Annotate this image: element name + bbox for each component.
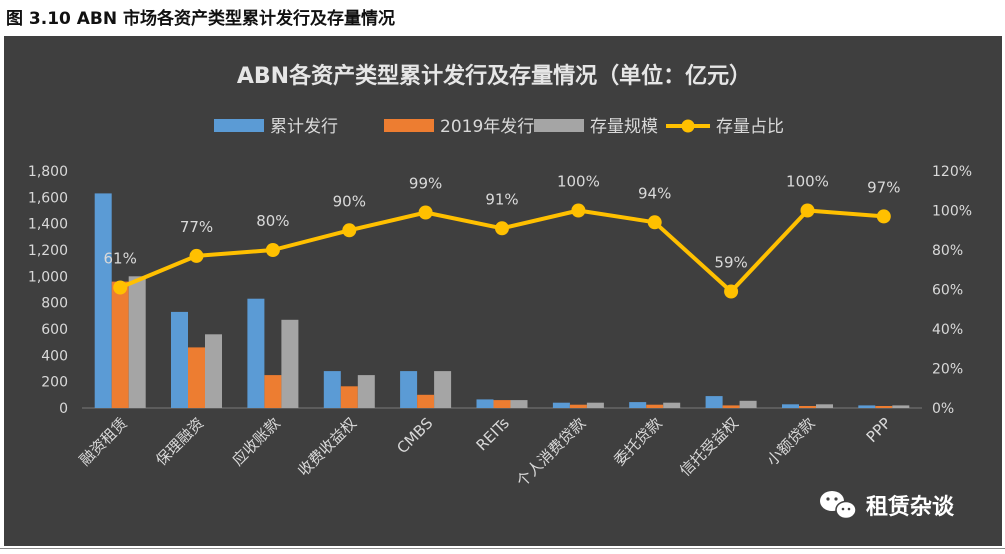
y-left-tick-label: 1,000 (28, 269, 68, 285)
bar-1 (858, 405, 876, 408)
line-data-label: 59% (714, 254, 747, 272)
line-data-label: 91% (485, 190, 518, 208)
line-point (189, 248, 204, 263)
bar-1 (705, 396, 723, 408)
line-data-label: 94% (638, 184, 671, 202)
bar-3 (128, 276, 146, 408)
legend-item: 存量规模 (534, 117, 658, 137)
bar-2 (264, 375, 282, 408)
chart-background (4, 36, 1002, 546)
line-point (876, 209, 891, 224)
y-right-axis: 0% 20% 40% 60% 80% 100% 120% (932, 164, 972, 417)
figure-caption: 图 3.10 ABN 市场各资产类型累计发行及存量情况 (6, 9, 396, 29)
y-left-tick-label: 600 (41, 322, 68, 338)
bar-2 (875, 406, 893, 408)
y-right-tick-label: 80% (932, 243, 963, 259)
bar-3 (205, 334, 222, 408)
y-right-tick-label: 60% (932, 283, 963, 299)
y-right-tick-label: 20% (932, 362, 963, 378)
y-left-tick-label: 200 (41, 375, 68, 391)
line-point (495, 221, 509, 236)
y-left-tick-label: 400 (41, 348, 68, 364)
watermark: 租赁杂谈 (820, 491, 955, 520)
y-left-tick-label: 800 (41, 296, 68, 312)
y-right-tick-label: 0% (932, 401, 954, 417)
line-data-label: 61% (104, 250, 137, 268)
wechat-icon (820, 491, 857, 520)
bar-3 (892, 405, 910, 408)
line-point (724, 284, 739, 299)
legend-swatch (214, 119, 264, 132)
y-right-tick-label: 120% (932, 164, 972, 180)
bar-3 (739, 400, 757, 408)
legend-swatch (534, 119, 584, 132)
line-point (418, 205, 433, 220)
legend-marker (681, 119, 695, 133)
bar-3 (281, 319, 299, 408)
y-left-tick-label: 1,600 (28, 190, 68, 206)
legend: 累计发行 2019年发行 存量规模 存量占比 (214, 117, 784, 137)
bottom-rule (0, 548, 1005, 549)
y-left-tick-label: 1,200 (28, 243, 68, 259)
line-data-label: 77% (180, 218, 213, 236)
bar-1 (552, 402, 570, 408)
bar-1 (247, 298, 265, 408)
bar-2 (111, 281, 129, 408)
bar-3 (816, 404, 833, 408)
line-data-label: 100% (786, 173, 829, 191)
line-point (800, 203, 815, 218)
bar-1 (782, 404, 799, 408)
bar-1 (476, 399, 494, 408)
bar-1 (323, 371, 341, 408)
bar-2 (493, 400, 511, 408)
bar-1 (171, 311, 188, 408)
chart-area: ABN各资产类型累计发行及存量情况（单位：亿元） 累计发行 2019年发行 存量规模… (4, 36, 1002, 546)
bar-1 (629, 402, 647, 408)
bar-2 (340, 386, 358, 408)
bar-3 (586, 402, 604, 408)
line-data-label: 80% (256, 212, 289, 230)
line-data-label: 99% (409, 175, 442, 193)
legend-item: 2019年发行 (384, 117, 534, 137)
bar-2 (722, 405, 740, 408)
y-left-tick-label: 1,400 (28, 217, 68, 233)
bar-3 (357, 375, 375, 408)
line-point (113, 280, 128, 295)
bar-2 (417, 394, 435, 408)
watermark-text: 租赁杂谈 (866, 495, 955, 520)
line-data-label: 90% (333, 192, 366, 210)
bar-3 (434, 371, 452, 408)
chart-svg: ABN各资产类型累计发行及存量情况（单位：亿元） 累计发行 2019年发行 存量规模… (4, 36, 1002, 546)
y-left-tick-label: 1,800 (28, 164, 68, 180)
chart-title: ABN各资产类型累计发行及存量情况（单位：亿元） (237, 63, 751, 89)
line-point (265, 243, 280, 257)
legend-item: 累计发行 (214, 117, 338, 137)
line-data-label: 100% (557, 173, 600, 191)
bar-3 (663, 402, 681, 408)
bars (94, 193, 910, 408)
legend-swatch (384, 119, 434, 132)
legend-label: 存量占比 (716, 117, 784, 137)
legend-label: 存量规模 (590, 117, 658, 137)
bar-1 (400, 371, 418, 408)
line-point (342, 223, 357, 238)
legend-label: 2019年发行 (440, 117, 534, 137)
y-left-tick-label: 0 (59, 401, 68, 417)
legend-item: 存量占比 (666, 117, 784, 137)
line-data-label: 97% (867, 178, 900, 196)
bar-2 (799, 406, 816, 408)
bar-2 (188, 347, 205, 408)
bar-2 (569, 404, 587, 408)
legend-label: 累计发行 (270, 117, 338, 137)
line-series: 61% 77% 80% 90% 99% 91% 100% 94% 59% 100% 97% (104, 173, 900, 299)
line-point (571, 203, 586, 218)
y-right-tick-label: 100% (932, 204, 972, 220)
bar-2 (646, 404, 664, 408)
bar-3 (510, 400, 528, 408)
line-point (647, 215, 662, 230)
y-right-tick-label: 40% (932, 322, 963, 338)
y-left-axis: 0 200 400 600 800 1,000 1,200 1,400 1,600 1,800 (28, 164, 68, 417)
bar-1 (94, 193, 112, 408)
